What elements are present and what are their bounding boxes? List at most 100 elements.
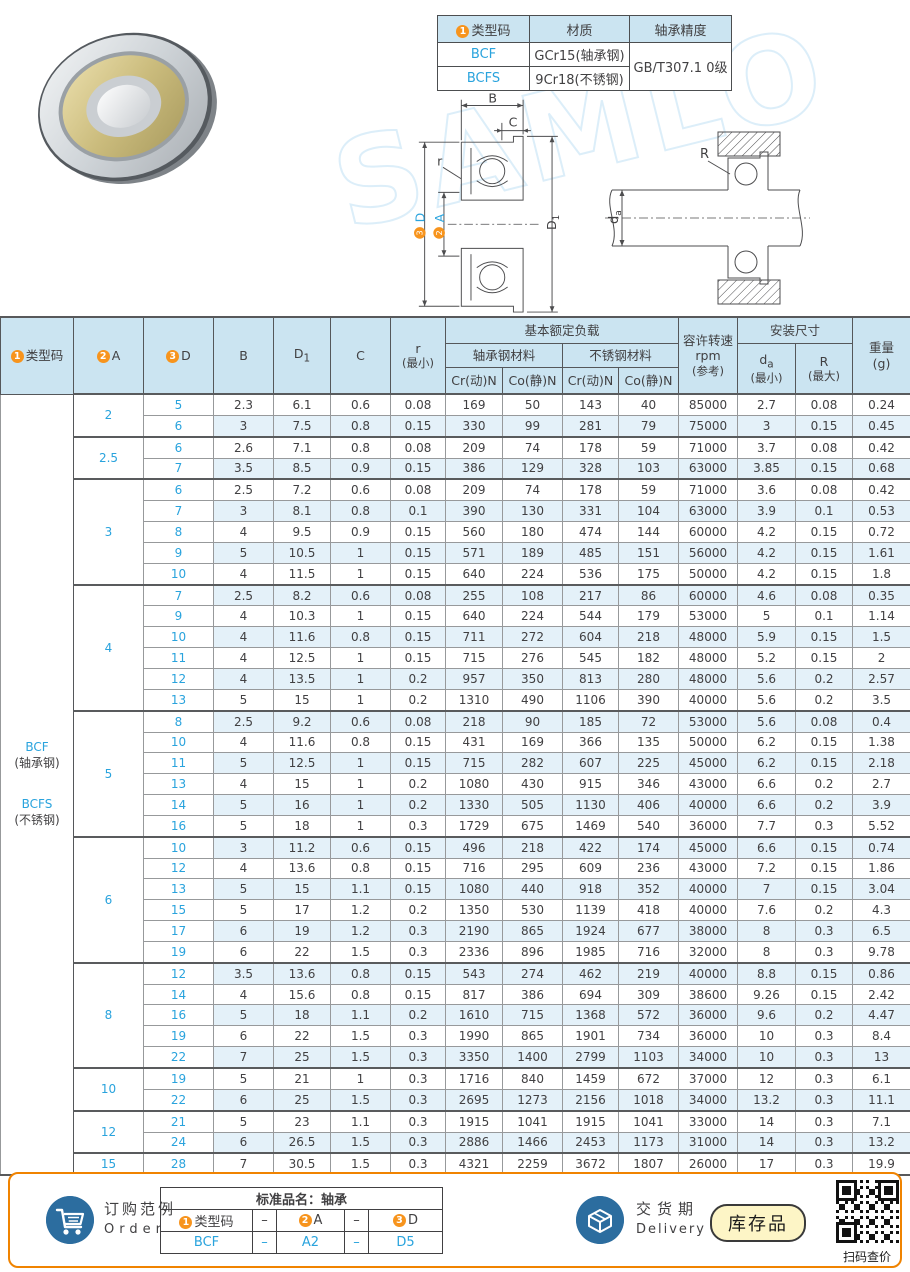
value-cell: 1103 — [617, 1046, 680, 1069]
value-cell: 0.08 — [795, 583, 854, 607]
value-cell: 255 — [445, 583, 503, 607]
table-row: 16 5 18 1 0.3 1729 675 1469 540 36000 7.7 0.3 5.52 — [1, 814, 910, 838]
value-cell: 0.08 — [390, 583, 446, 607]
value-cell: 431 — [445, 731, 503, 754]
d-value-cell: 6 — [143, 414, 214, 438]
value-cell: 0.15 — [795, 961, 854, 985]
value-cell: 1.86 — [852, 857, 910, 880]
value-cell: 74 — [502, 435, 563, 459]
value-cell: 36000 — [678, 1025, 739, 1048]
value-cell: 715 — [502, 1004, 563, 1027]
value-cell: 6.1 — [273, 392, 331, 416]
table-row: 12 4 13.5 1 0.2 957 350 813 280 48000 5.6 0.2 2.57 — [1, 667, 910, 690]
value-cell: 218 — [445, 709, 503, 733]
value-cell: 22 — [273, 1025, 331, 1048]
value-cell: 0.42 — [852, 478, 910, 502]
value-cell: 179 — [617, 605, 680, 628]
value-cell: 48000 — [678, 647, 739, 669]
value-cell: 0.15 — [795, 541, 854, 564]
value-cell: 1466 — [502, 1131, 563, 1154]
value-cell: 0.3 — [390, 920, 446, 942]
col-header-cr-dynamic: Cr(动)N — [445, 367, 503, 395]
value-cell: 1400 — [502, 1046, 563, 1069]
value-cell: 3350 — [445, 1046, 503, 1069]
value-cell: 22 — [273, 940, 331, 964]
value-cell: 295 — [502, 857, 563, 880]
value-cell: 4 — [213, 667, 274, 690]
value-cell: 135 — [617, 731, 680, 754]
value-cell: 0.2 — [390, 794, 446, 816]
value-cell: 0.08 — [390, 709, 446, 733]
value-cell: 1915 — [445, 1109, 503, 1133]
col-header-mount-group: 安装尺寸 — [737, 316, 854, 344]
value-cell: 3 — [213, 835, 274, 859]
value-cell: 32000 — [678, 940, 739, 964]
value-cell: 56000 — [678, 541, 739, 564]
value-cell: 6.2 — [737, 731, 797, 754]
d-value-cell: 8 — [143, 709, 214, 733]
qr-price-check: 扫码查价 — [834, 1180, 900, 1265]
value-cell: 390 — [445, 500, 503, 523]
value-cell: 1.5 — [330, 1131, 391, 1154]
bearing-mounting-drawing: R da — [605, 131, 810, 305]
value-cell: 71000 — [678, 478, 739, 502]
value-cell: 1018 — [617, 1088, 680, 1112]
value-cell: 5.6 — [737, 709, 797, 733]
value-cell: 2336 — [445, 940, 503, 964]
value-cell: 716 — [617, 940, 680, 964]
value-cell: 0.15 — [795, 878, 854, 901]
value-cell: 0.15 — [795, 562, 854, 586]
dim-label-a: A — [432, 213, 447, 222]
value-cell: 430 — [502, 773, 563, 796]
col-header-co-static: Co(静)N — [502, 367, 563, 395]
value-cell: 143 — [562, 392, 619, 416]
value-cell: 0.3 — [795, 1152, 854, 1176]
value-cell: 40000 — [678, 961, 739, 985]
value-cell: 0.08 — [795, 435, 854, 459]
d-value-cell: 17 — [143, 920, 214, 942]
circled-number-icon: 1 — [10, 349, 24, 363]
value-cell: 0.3 — [390, 1025, 446, 1048]
value-cell: 99 — [502, 414, 563, 438]
table-row: 12 21 5 23 1.1 0.3 1915 1041 1915 1041 33000 14 0.3 7… — [1, 1109, 910, 1154]
value-cell: 282 — [502, 752, 563, 775]
bearing-product-photo — [38, 32, 217, 184]
value-cell: 0.3 — [795, 940, 854, 964]
value-cell: 7.7 — [737, 814, 797, 838]
value-cell: 0.8 — [330, 500, 391, 523]
value-cell: 1 — [330, 647, 391, 669]
value-cell: 1 — [330, 773, 391, 796]
value-cell: 103 — [617, 457, 680, 480]
a-value-cell: 6 — [73, 835, 144, 964]
value-cell: 0.3 — [795, 1109, 854, 1133]
value-cell: 12.5 — [273, 752, 331, 775]
value-cell: 180 — [502, 521, 563, 543]
d-value-cell: 7 — [143, 583, 214, 607]
qr-code-icon[interactable] — [835, 1180, 899, 1243]
value-cell: 40000 — [678, 688, 739, 712]
value-cell: 572 — [617, 1004, 680, 1027]
value-cell: 10.5 — [273, 541, 331, 564]
material-bcfs: 9Cr18(不锈钢) — [529, 66, 630, 91]
value-cell: 2156 — [562, 1088, 619, 1112]
value-cell: 11.2 — [273, 835, 331, 859]
value-cell: 6 — [213, 920, 274, 942]
value-cell: 346 — [617, 773, 680, 796]
value-cell: 4 — [213, 562, 274, 586]
value-cell: 406 — [617, 794, 680, 816]
d-value-cell: 10 — [143, 835, 214, 859]
value-cell: 30.5 — [273, 1152, 331, 1176]
value-cell: 2453 — [562, 1131, 619, 1154]
value-cell: 5 — [213, 814, 274, 838]
a-value-cell: 10 — [73, 1067, 144, 1112]
col-header-b: B — [213, 316, 274, 395]
value-cell: 1 — [330, 814, 391, 838]
value-cell: 813 — [562, 667, 619, 690]
value-cell: 536 — [562, 562, 619, 586]
value-cell: 13.6 — [273, 857, 331, 880]
value-cell: 4 — [213, 983, 274, 1006]
value-cell: 50000 — [678, 731, 739, 754]
value-cell: 50000 — [678, 562, 739, 586]
d-value-cell: 9 — [143, 605, 214, 628]
value-cell: 0.15 — [390, 878, 446, 901]
